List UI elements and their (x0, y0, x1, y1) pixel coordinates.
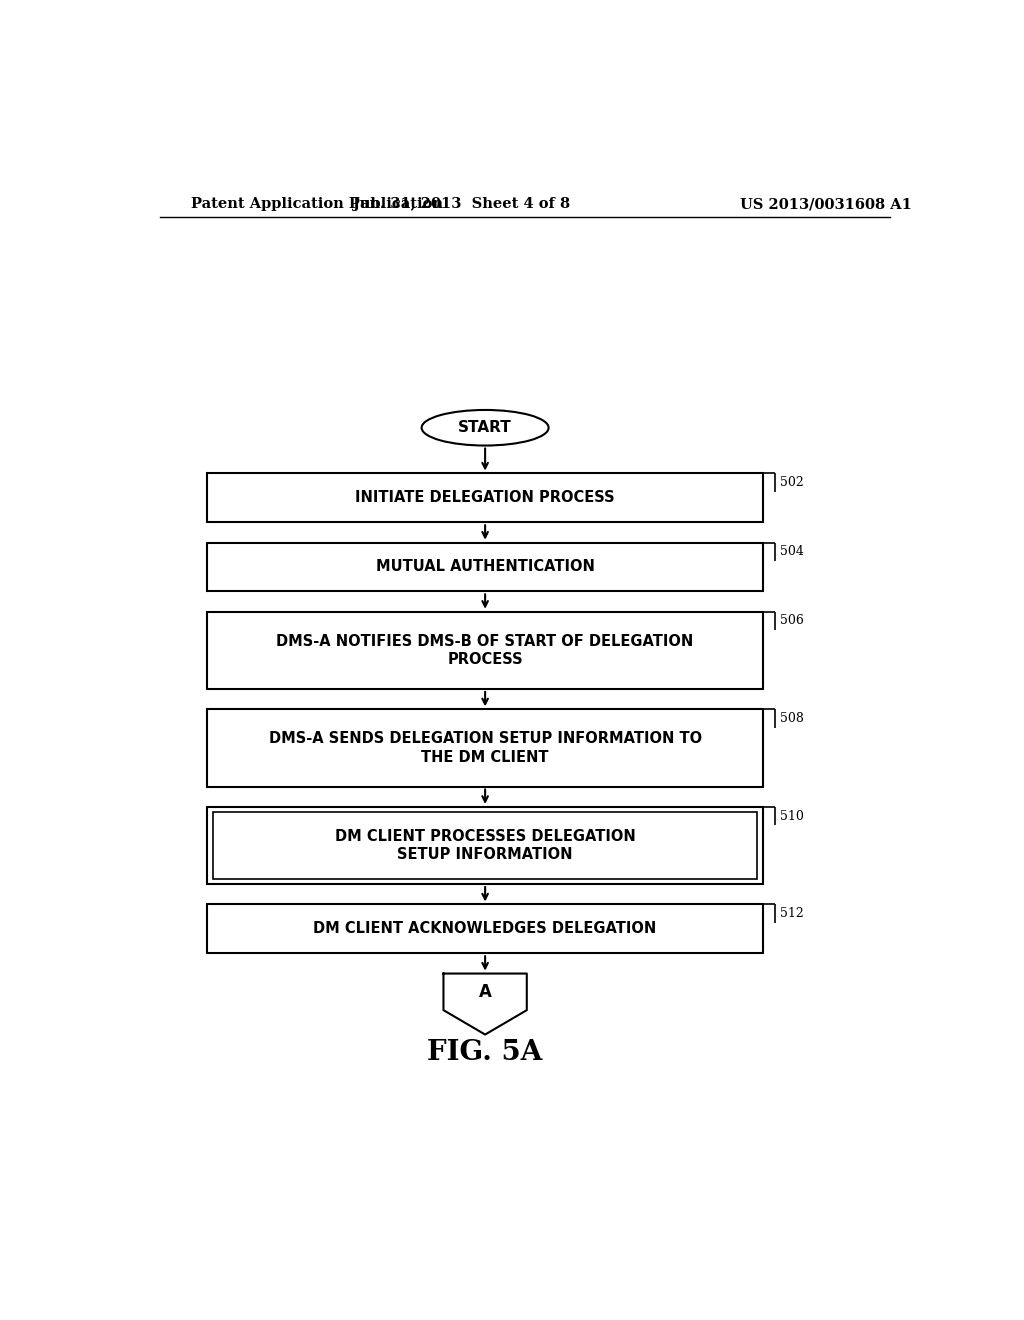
FancyBboxPatch shape (207, 807, 763, 884)
Text: Jan. 31, 2013  Sheet 4 of 8: Jan. 31, 2013 Sheet 4 of 8 (352, 197, 570, 211)
FancyBboxPatch shape (207, 611, 763, 689)
Text: Patent Application Publication: Patent Application Publication (191, 197, 443, 211)
Text: 512: 512 (779, 907, 803, 920)
Text: INITIATE DELEGATION PROCESS: INITIATE DELEGATION PROCESS (355, 490, 615, 506)
Text: DMS-A SENDS DELEGATION SETUP INFORMATION TO
THE DM CLIENT: DMS-A SENDS DELEGATION SETUP INFORMATION… (268, 731, 701, 764)
Text: US 2013/0031608 A1: US 2013/0031608 A1 (740, 197, 912, 211)
Text: DMS-A NOTIFIES DMS-B OF START OF DELEGATION
PROCESS: DMS-A NOTIFIES DMS-B OF START OF DELEGAT… (276, 634, 693, 667)
Text: FIG. 5A: FIG. 5A (427, 1039, 543, 1067)
Text: 510: 510 (779, 809, 804, 822)
FancyBboxPatch shape (207, 709, 763, 787)
FancyBboxPatch shape (207, 474, 763, 523)
Text: MUTUAL AUTHENTICATION: MUTUAL AUTHENTICATION (376, 560, 595, 574)
Text: 504: 504 (779, 545, 804, 558)
FancyBboxPatch shape (207, 543, 763, 591)
Text: DM CLIENT PROCESSES DELEGATION
SETUP INFORMATION: DM CLIENT PROCESSES DELEGATION SETUP INF… (335, 829, 636, 862)
Polygon shape (443, 974, 526, 1035)
Text: START: START (459, 420, 512, 436)
Text: 502: 502 (779, 477, 803, 490)
Text: 506: 506 (779, 614, 804, 627)
FancyBboxPatch shape (213, 812, 758, 879)
Ellipse shape (422, 411, 549, 446)
Text: DM CLIENT ACKNOWLEDGES DELEGATION: DM CLIENT ACKNOWLEDGES DELEGATION (313, 921, 656, 936)
Text: 508: 508 (779, 711, 804, 725)
FancyBboxPatch shape (207, 904, 763, 953)
Text: A: A (478, 983, 492, 1001)
